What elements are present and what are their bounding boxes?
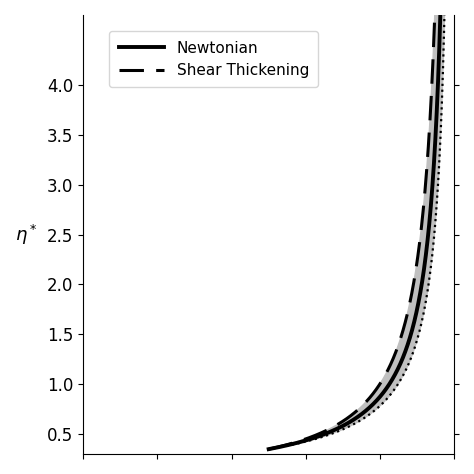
Y-axis label: $\eta^*$: $\eta^*$ (15, 222, 37, 246)
Legend: Newtonian, Shear Thickening: Newtonian, Shear Thickening (109, 31, 318, 87)
